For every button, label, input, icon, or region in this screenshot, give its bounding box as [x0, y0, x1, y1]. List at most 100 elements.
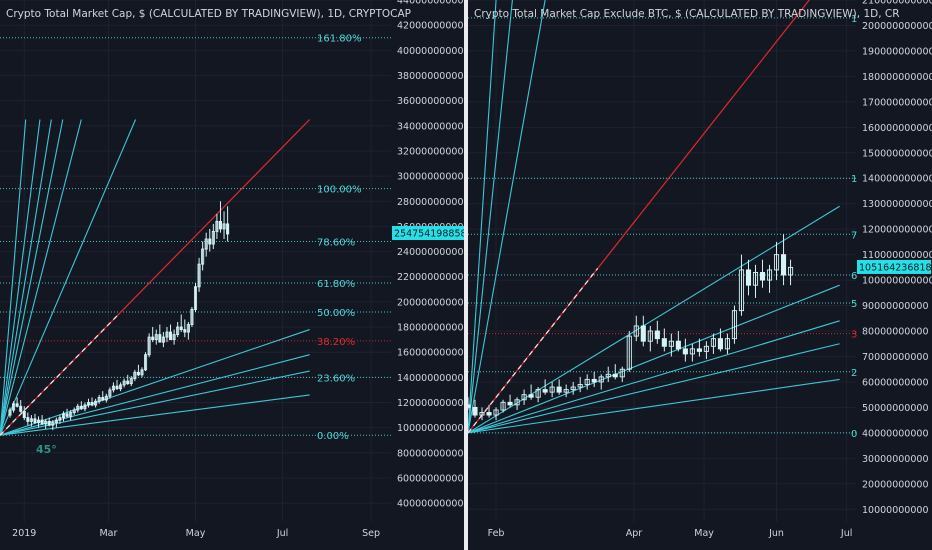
- candle-body: [147, 336, 151, 356]
- candle-body: [500, 401, 506, 411]
- candle: [731, 305, 738, 344]
- y-tick-label: 200000000000: [397, 297, 466, 308]
- candle-body: [33, 418, 37, 424]
- candle: [158, 324, 162, 343]
- candle: [682, 338, 688, 362]
- candle-body: [154, 334, 158, 341]
- candle: [703, 341, 709, 360]
- candle: [598, 374, 604, 390]
- candle: [40, 415, 44, 426]
- candle: [122, 378, 126, 388]
- candle-body: [151, 336, 155, 341]
- candle: [577, 376, 583, 393]
- candle: [183, 319, 187, 338]
- candle: [633, 315, 639, 342]
- candle-body: [76, 405, 80, 411]
- candle-body: [129, 378, 133, 385]
- candle: [226, 206, 230, 242]
- candle: [190, 306, 194, 328]
- candle: [33, 413, 37, 424]
- fan-line: [0, 370, 310, 436]
- y-tick-label: 300000000000: [397, 172, 466, 183]
- candle-body: [640, 325, 646, 342]
- candle-body: [126, 380, 130, 385]
- candle: [675, 331, 681, 352]
- y-tick-label: 110000000000: [862, 250, 932, 261]
- candle: [72, 407, 76, 416]
- fib-level-label: 78.60%: [317, 238, 355, 249]
- fan-line: [468, 0, 546, 433]
- candle-body: [780, 254, 787, 276]
- candle-body: [79, 405, 83, 410]
- last-price-tag: [392, 226, 465, 241]
- fan-line: [468, 378, 840, 434]
- candle: [472, 399, 478, 418]
- candle-body: [218, 220, 222, 230]
- candle: [752, 264, 759, 298]
- total-market-cap-chart: 40000000000 60000000000 80000000000 1000000…: [0, 0, 466, 539]
- candle: [479, 407, 485, 421]
- candle-body: [612, 373, 618, 378]
- fan-line: [468, 284, 840, 434]
- candle-body: [549, 386, 555, 393]
- candle-body: [61, 413, 66, 419]
- candle: [500, 399, 506, 413]
- x-tick-label: May: [694, 528, 714, 539]
- fan-line: [0, 119, 27, 436]
- candle-body: [752, 272, 759, 286]
- candle: [58, 415, 62, 424]
- candle: [738, 254, 745, 316]
- candle: [626, 331, 632, 372]
- candle-body: [528, 394, 534, 398]
- candle: [54, 417, 58, 428]
- candle: [151, 327, 155, 343]
- candle: [759, 259, 766, 288]
- candle: [197, 257, 201, 292]
- candle: [486, 404, 492, 418]
- candle-body: [183, 329, 187, 333]
- candle-body: [766, 269, 773, 281]
- fan-line: [0, 119, 52, 436]
- candle: [115, 379, 119, 390]
- candle: [15, 397, 19, 408]
- candle-body: [507, 401, 513, 406]
- last-price-value: 105164236818: [859, 262, 932, 273]
- candle: [101, 391, 105, 402]
- candle: [661, 328, 667, 352]
- y-tick-label: 120000000000: [397, 398, 466, 409]
- candle: [79, 401, 83, 411]
- fib-level-label: 5: [851, 299, 857, 310]
- candle: [780, 234, 787, 286]
- candle: [556, 379, 562, 395]
- candle-body: [72, 409, 76, 414]
- candle-body: [19, 405, 23, 412]
- y-tick-label: 280000000000: [397, 197, 466, 208]
- candle-body: [133, 371, 137, 380]
- candle-body: [675, 340, 681, 350]
- y-tick-label: 170000000000: [862, 97, 932, 108]
- candle: [204, 232, 208, 257]
- candle: [119, 382, 123, 392]
- candle-body: [633, 325, 639, 337]
- candle: [640, 315, 646, 347]
- candle-body: [619, 368, 625, 378]
- candle: [521, 389, 527, 405]
- candle: [745, 259, 752, 296]
- candle: [65, 408, 69, 418]
- candle-body: [115, 385, 119, 390]
- y-tick-label: 240000000000: [397, 247, 466, 258]
- candle: [211, 223, 215, 250]
- candle: [619, 366, 625, 382]
- candle: [570, 381, 576, 395]
- fib-level-label: 2: [851, 368, 857, 379]
- candle: [584, 374, 590, 390]
- candle: [493, 407, 499, 421]
- candle-body: [22, 410, 26, 419]
- candle-body: [204, 238, 208, 250]
- fib-level-label: 1: [851, 14, 857, 25]
- candle-body: [65, 413, 69, 417]
- candle: [69, 410, 73, 421]
- candle: [161, 332, 165, 348]
- candle-body: [493, 409, 499, 416]
- fan-line: [468, 0, 513, 433]
